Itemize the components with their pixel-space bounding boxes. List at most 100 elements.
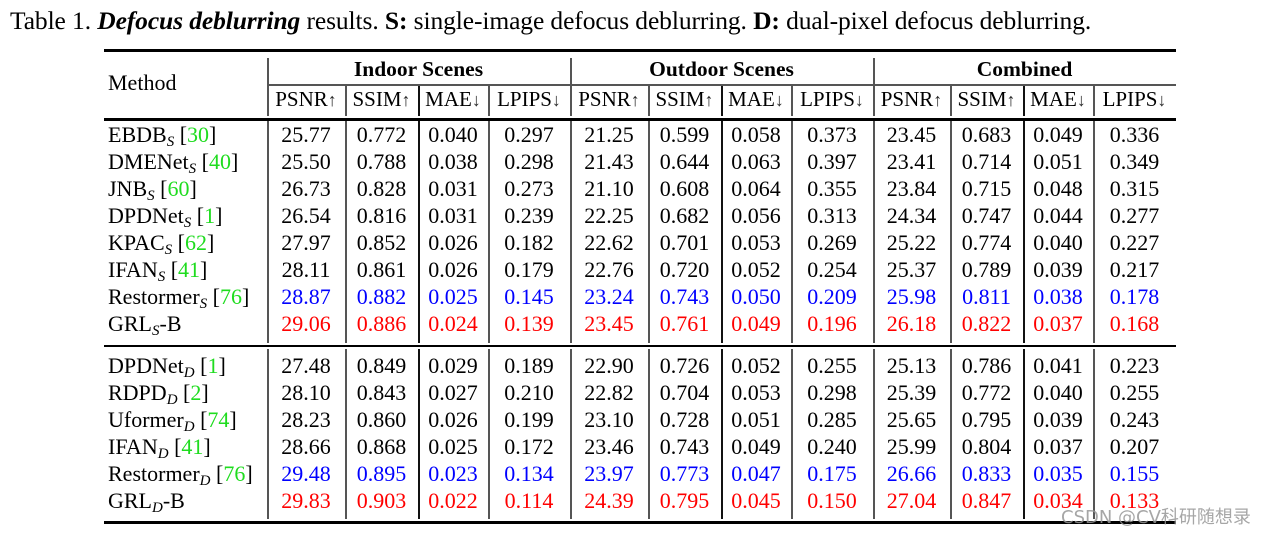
table-cell: 0.313	[807, 203, 857, 228]
table-cell: 0.037	[1033, 434, 1083, 459]
table-cell: 0.139	[504, 311, 554, 336]
column-divider	[873, 121, 875, 343]
header-metric-lpips: LPIPS↓	[1093, 86, 1176, 113]
metric-label: PSNR	[275, 87, 328, 111]
table-cell: 0.682	[659, 203, 710, 228]
table-cell: 0.134	[504, 461, 554, 486]
table-cell: 0.031	[428, 203, 478, 228]
table-cell: 0.315	[1109, 176, 1160, 201]
table-cell: 26.18	[886, 311, 937, 336]
method-subscript: S	[164, 242, 173, 258]
table-cell: 0.704	[659, 380, 710, 405]
table-cell: 0.025	[428, 284, 478, 309]
table-cell: 0.786	[961, 353, 1012, 378]
metric-label: MAE	[728, 87, 775, 111]
citation-link[interactable]: 60	[167, 176, 190, 201]
table-cell: 0.052	[731, 353, 781, 378]
header-metric-mae: MAE↓	[418, 86, 488, 113]
table-cell: 22.25	[584, 203, 634, 228]
table-cell: 0.210	[504, 380, 554, 405]
header-metric-ssim: SSIM↑	[345, 86, 418, 113]
arrow-up-icon: ↑	[933, 90, 943, 110]
method-subscript: D	[157, 446, 169, 462]
table-cell: 0.720	[659, 257, 710, 282]
table-cell: 0.349	[1109, 149, 1160, 174]
header-rule	[104, 118, 1176, 121]
table-cell: 25.39	[886, 380, 937, 405]
table-cell: 0.039	[1033, 407, 1083, 432]
column-divider	[345, 349, 347, 519]
citation-link[interactable]: 1	[207, 353, 219, 378]
citation-link[interactable]: 1	[204, 203, 216, 228]
citation-link[interactable]: 40	[208, 149, 231, 174]
citation-link[interactable]: 41	[181, 434, 204, 459]
table-cell: 29.83	[281, 488, 331, 513]
table-cell: 0.773	[659, 461, 710, 486]
table-cell: 0.026	[428, 257, 478, 282]
table-cell: 0.023	[428, 461, 478, 486]
metric-label: SSIM	[957, 87, 1007, 111]
table-cell: 0.040	[428, 122, 478, 147]
method-name: GRLS-B	[108, 311, 182, 344]
table-cell: 0.298	[807, 380, 857, 405]
method-subscript: S	[188, 161, 197, 177]
table-cell: 0.683	[961, 122, 1012, 147]
table-cell: 0.822	[961, 311, 1012, 336]
arrow-down-icon: ↓	[471, 90, 481, 110]
citation-link[interactable]: 62	[185, 230, 207, 255]
column-divider	[1093, 121, 1095, 343]
column-divider	[345, 121, 347, 343]
table-cell: 0.133	[1109, 488, 1160, 513]
citation-link[interactable]: 2	[190, 380, 202, 405]
table-cell: 0.038	[428, 149, 478, 174]
citation-link[interactable]: 76	[219, 284, 242, 309]
table-cell: 0.860	[356, 407, 407, 432]
table-cell: 0.051	[731, 407, 781, 432]
column-divider	[570, 58, 572, 116]
column-divider	[488, 86, 490, 116]
table-cell: 0.715	[961, 176, 1012, 201]
method-subscript: D	[183, 365, 195, 381]
table-cell: 0.843	[356, 380, 407, 405]
group-underline	[873, 84, 1176, 86]
table-cell: 0.029	[428, 353, 478, 378]
section-rule	[104, 345, 1176, 347]
header-metric-psnr: PSNR↑	[873, 86, 950, 113]
caption-d-label: D:	[753, 6, 780, 35]
table-cell: 25.99	[886, 434, 937, 459]
table-cell: 28.87	[281, 284, 331, 309]
table-cell: 0.285	[807, 407, 857, 432]
citation-link[interactable]: 30	[187, 122, 210, 147]
table-cell: 0.182	[504, 230, 554, 255]
table-cell: 0.373	[807, 122, 857, 147]
table-cell: 0.774	[961, 230, 1012, 255]
table-cell: 23.45	[584, 311, 634, 336]
citation-link[interactable]: 76	[223, 461, 246, 486]
table-cell: 25.22	[886, 230, 937, 255]
metric-label: PSNR	[578, 87, 631, 111]
top-rule	[104, 49, 1176, 52]
citation-link[interactable]: 74	[207, 407, 230, 432]
table-cell: 0.178	[1109, 284, 1160, 309]
header-metric-mae: MAE↓	[721, 86, 791, 113]
header-metric-psnr: PSNR↑	[570, 86, 648, 113]
method-suffix: -B	[159, 311, 182, 336]
citation-link[interactable]: 41	[178, 257, 201, 282]
method-base: KPAC	[108, 230, 165, 255]
column-divider	[721, 349, 723, 519]
watermark: CSDN @CV科研随想录	[1061, 507, 1251, 528]
header-group-indoor-scenes: Indoor Scenes	[353, 57, 484, 81]
method-base: Restormer	[108, 461, 200, 486]
table-cell: 0.025	[428, 434, 478, 459]
column-divider	[418, 349, 420, 519]
method-name: IFANS [41]	[108, 257, 208, 285]
method-base: DMENet	[108, 149, 189, 174]
column-divider	[1023, 121, 1025, 343]
table-cell: 22.90	[584, 353, 634, 378]
column-divider	[791, 349, 793, 519]
table-cell: 0.852	[356, 230, 407, 255]
method-name: IFAND [41]	[108, 434, 211, 462]
method-name: RDPDD [2]	[108, 380, 209, 408]
column-divider	[418, 121, 420, 343]
table-cell: 21.43	[584, 149, 634, 174]
